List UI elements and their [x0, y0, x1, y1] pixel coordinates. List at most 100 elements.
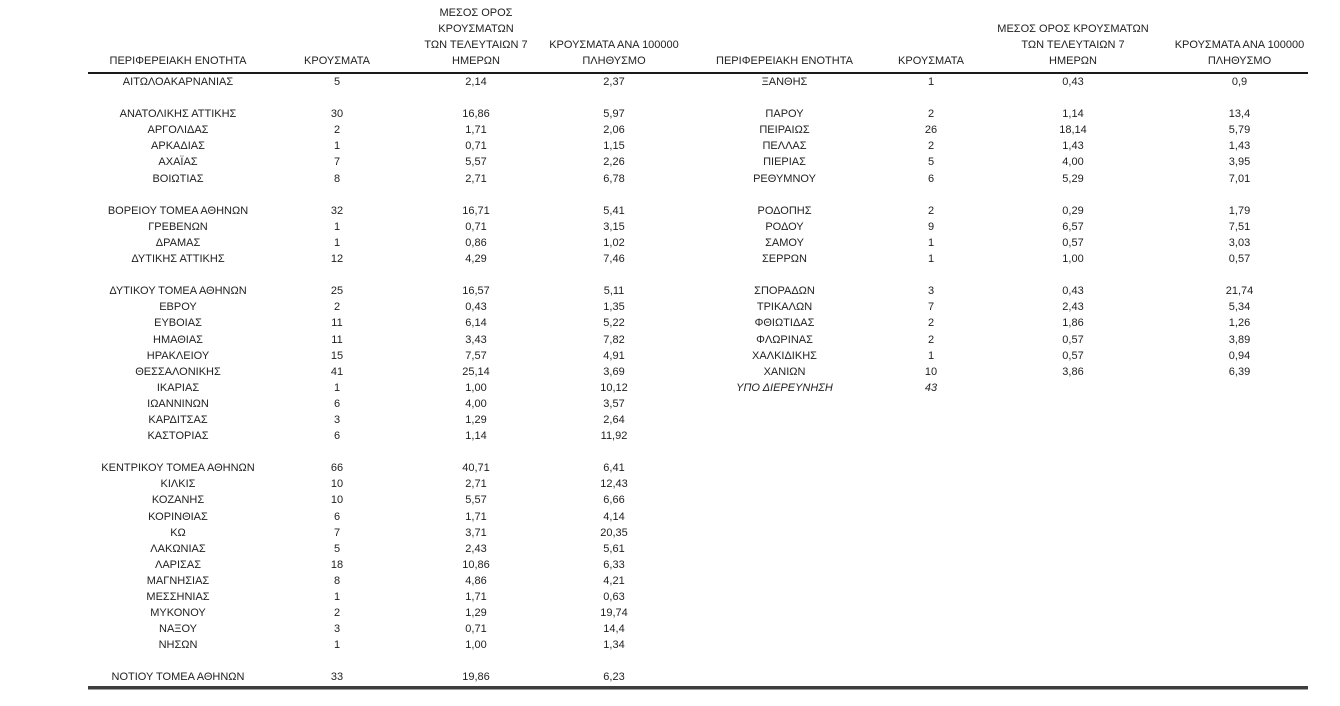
right-avg7-cell: 0,29	[1062, 204, 1084, 217]
left-cases-cell: 3	[333, 623, 341, 636]
right-cases-cell: 2	[927, 317, 935, 330]
right-per100k-cell	[1171, 541, 1308, 557]
table-row: ΝΟΤΙΟΥ ΤΟΜΕΑ ΑΘΗΝΩΝ 33 19,86 6,23	[88, 669, 1308, 687]
right-region-header: ΠΕΡΙΦΕΡΕΙΑΚΗ ΕΝΟΤΗΤΑ	[682, 5, 887, 74]
left-avg7-cell: 19,86	[462, 671, 490, 684]
right-region-cell	[682, 589, 887, 605]
right-cases-cell	[887, 589, 975, 605]
right-avg7-cell	[975, 573, 1171, 589]
left-region-cell: ΜΥΚΟΝΟΥ	[150, 607, 206, 620]
left-cases-cell: 15	[330, 349, 344, 362]
right-avg7-cell	[975, 653, 1171, 669]
right-cases-cell: 2	[927, 204, 935, 217]
left-avg7-cell: 6,14	[465, 317, 487, 330]
left-region-cell: ΚΙΛΚΙΣ	[160, 478, 196, 491]
right-cases-cell: 1	[927, 253, 935, 266]
left-region-cell: ΝΟΤΙΟΥ ΤΟΜΕΑ ΑΘΗΝΩΝ	[111, 671, 245, 684]
left-cases-cell: 1	[333, 140, 341, 153]
left-avg7-cell: 0,43	[465, 301, 487, 314]
left-region-cell: ΚΕΝΤΡΙΚΟΥ ΤΟΜΕΑ ΑΘΗΝΩΝ	[101, 462, 255, 475]
right-per100k-cell	[1171, 444, 1308, 460]
table-row: ΙΩΑΝΝΙΝΩΝ 6 4,00 3,57	[88, 396, 1308, 412]
right-cases-cell: 1	[927, 236, 935, 249]
header-row: ΠΕΡΙΦΕΡΕΙΑΚΗ ΕΝΟΤΗΤΑ ΚΡΟΥΣΜΑΤΑ ΜΕΣΟΣ ΟΡΟ…	[88, 5, 1308, 74]
left-avg7-cell: 2,43	[465, 542, 487, 555]
right-cases-cell: 9	[927, 220, 935, 233]
table-row: ΜΕΣΣΗΝΙΑΣ 1 1,71 0,63	[88, 589, 1308, 605]
left-cases-cell: 6	[333, 397, 341, 410]
left-per100k-cell: 1,34	[603, 639, 625, 652]
right-per100k-cell	[1171, 380, 1308, 396]
left-per100k-cell: 3,69	[603, 365, 625, 378]
right-region-cell	[682, 444, 887, 460]
right-avg7-cell	[975, 557, 1171, 573]
right-avg7-cell: 0,57	[1062, 236, 1084, 249]
table-row: ΓΡΕΒΕΝΩΝ 1 0,71 3,15 ΡΟΔΟΥ 9 6,57 7,51	[88, 219, 1308, 235]
right-per100k-cell	[1171, 90, 1308, 106]
left-avg7-cell: 40,71	[462, 462, 490, 475]
right-cases-cell	[887, 476, 975, 492]
left-cases-cell	[268, 444, 406, 460]
left-region-cell: ΚΑΡΔΙΤΣΑΣ	[148, 413, 208, 426]
left-per100k-cell: 2,26	[603, 156, 625, 169]
left-per100k-cell: 3,57	[603, 397, 625, 410]
right-per100k-cell	[1171, 187, 1308, 203]
right-region-cell: ΠΕΙΡΑΙΩΣ	[759, 124, 810, 137]
left-per100k-cell: 4,91	[603, 349, 625, 362]
table-row: ΚΟΖΑΝΗΣ 10 5,57 6,66	[88, 492, 1308, 508]
right-avg7-cell	[975, 492, 1171, 508]
right-per100k-cell	[1171, 637, 1308, 653]
right-cases-cell: 10	[924, 365, 938, 378]
table-row: ΜΑΓΝΗΣΙΑΣ 8 4,86 4,21	[88, 573, 1308, 589]
right-per100k-cell	[1171, 428, 1308, 444]
table-row: ΒΟΡΕΙΟΥ ΤΟΜΕΑ ΑΘΗΝΩΝ 32 16,71 5,41 ΡΟΔΟΠΗΣ 2 0…	[88, 203, 1308, 219]
right-region-cell: ΣΑΜΟΥ	[765, 236, 804, 249]
right-avg7-cell	[975, 621, 1171, 637]
spacer-row	[88, 653, 1308, 669]
left-avg7-cell: 7,57	[465, 349, 487, 362]
table-row: ΑΙΤΩΛΟΑΚΑΡΝΑΝΙΑΣ 5 2,14 2,37 ΞΑΝΘΗΣ 1 0,43 0,9	[88, 73, 1308, 90]
left-region-cell: ΒΟΡΕΙΟΥ ΤΟΜΕΑ ΑΘΗΝΩΝ	[107, 204, 249, 217]
right-cases-cell	[887, 621, 975, 637]
right-per100k-cell	[1171, 525, 1308, 541]
regional-cases-sheet: ΠΕΡΙΦΕΡΕΙΑΚΗ ΕΝΟΤΗΤΑ ΚΡΟΥΣΜΑΤΑ ΜΕΣΟΣ ΟΡΟ…	[88, 5, 1308, 689]
right-avg7-header: ΜΕΣΟΣ ΟΡΟΣ ΚΡΟΥΣΜΑΤΩΝ ΤΩΝ ΤΕΛΕΥΤΑΙΩΝ 7 Η…	[975, 5, 1171, 74]
left-cases-cell	[268, 90, 406, 106]
right-avg7-cell	[975, 267, 1171, 283]
left-per100k-cell: 4,14	[603, 510, 625, 523]
spacer-row	[88, 90, 1308, 106]
left-per100k-cell: 7,46	[603, 253, 625, 266]
left-avg7-cell	[406, 444, 546, 460]
table-header: ΠΕΡΙΦΕΡΕΙΑΚΗ ΕΝΟΤΗΤΑ ΚΡΟΥΣΜΑΤΑ ΜΕΣΟΣ ΟΡΟ…	[88, 5, 1308, 74]
right-cases-cell	[887, 428, 975, 444]
table-body: ΑΙΤΩΛΟΑΚΑΡΝΑΝΙΑΣ 5 2,14 2,37 ΞΑΝΘΗΣ 1 0,43 0,9 Α…	[88, 73, 1308, 687]
left-cases-cell: 2	[333, 607, 341, 620]
left-avg7-cell: 1,00	[465, 381, 487, 394]
right-cases-cell	[887, 669, 975, 687]
right-avg7-cell: 3,86	[1062, 365, 1084, 378]
right-per100k-cell: 1,43	[1228, 140, 1251, 153]
left-cases-cell: 33	[330, 671, 344, 684]
right-avg7-cell: 0,43	[1062, 285, 1084, 298]
right-per100k-cell: 6,39	[1228, 365, 1251, 378]
left-per100k-cell: 10,12	[600, 381, 628, 394]
right-cases-cell: 1	[927, 76, 935, 88]
left-cases-cell: 11	[331, 333, 343, 346]
left-region-cell: ΘΕΣΣΑΛΟΝΙΚΗΣ	[135, 365, 221, 378]
left-per100k-cell: 5,11	[603, 285, 625, 298]
left-avg7-cell: 4,00	[465, 397, 487, 410]
right-region-cell: ΠΑΡΟΥ	[765, 108, 804, 121]
left-avg7-cell: 0,86	[465, 236, 487, 249]
left-avg7-cell: 1,14	[465, 430, 487, 443]
right-avg7-cell	[975, 460, 1171, 476]
left-region-cell: ΛΑΡΙΣΑΣ	[154, 558, 201, 571]
left-region-cell	[88, 187, 268, 203]
right-cases-cell: 2	[927, 140, 935, 153]
table-row: ΔΥΤΙΚΗΣ ΑΤΤΙΚΗΣ 12 4,29 7,46 ΣΕΡΡΩΝ 1 1,00 0,57	[88, 251, 1308, 267]
left-cases-cell: 30	[330, 108, 344, 121]
left-cases-cell: 25	[330, 285, 344, 298]
right-region-cell	[682, 492, 887, 508]
right-region-cell	[682, 621, 887, 637]
right-region-cell	[682, 428, 887, 444]
right-avg7-cell: 1,14	[1062, 108, 1084, 121]
